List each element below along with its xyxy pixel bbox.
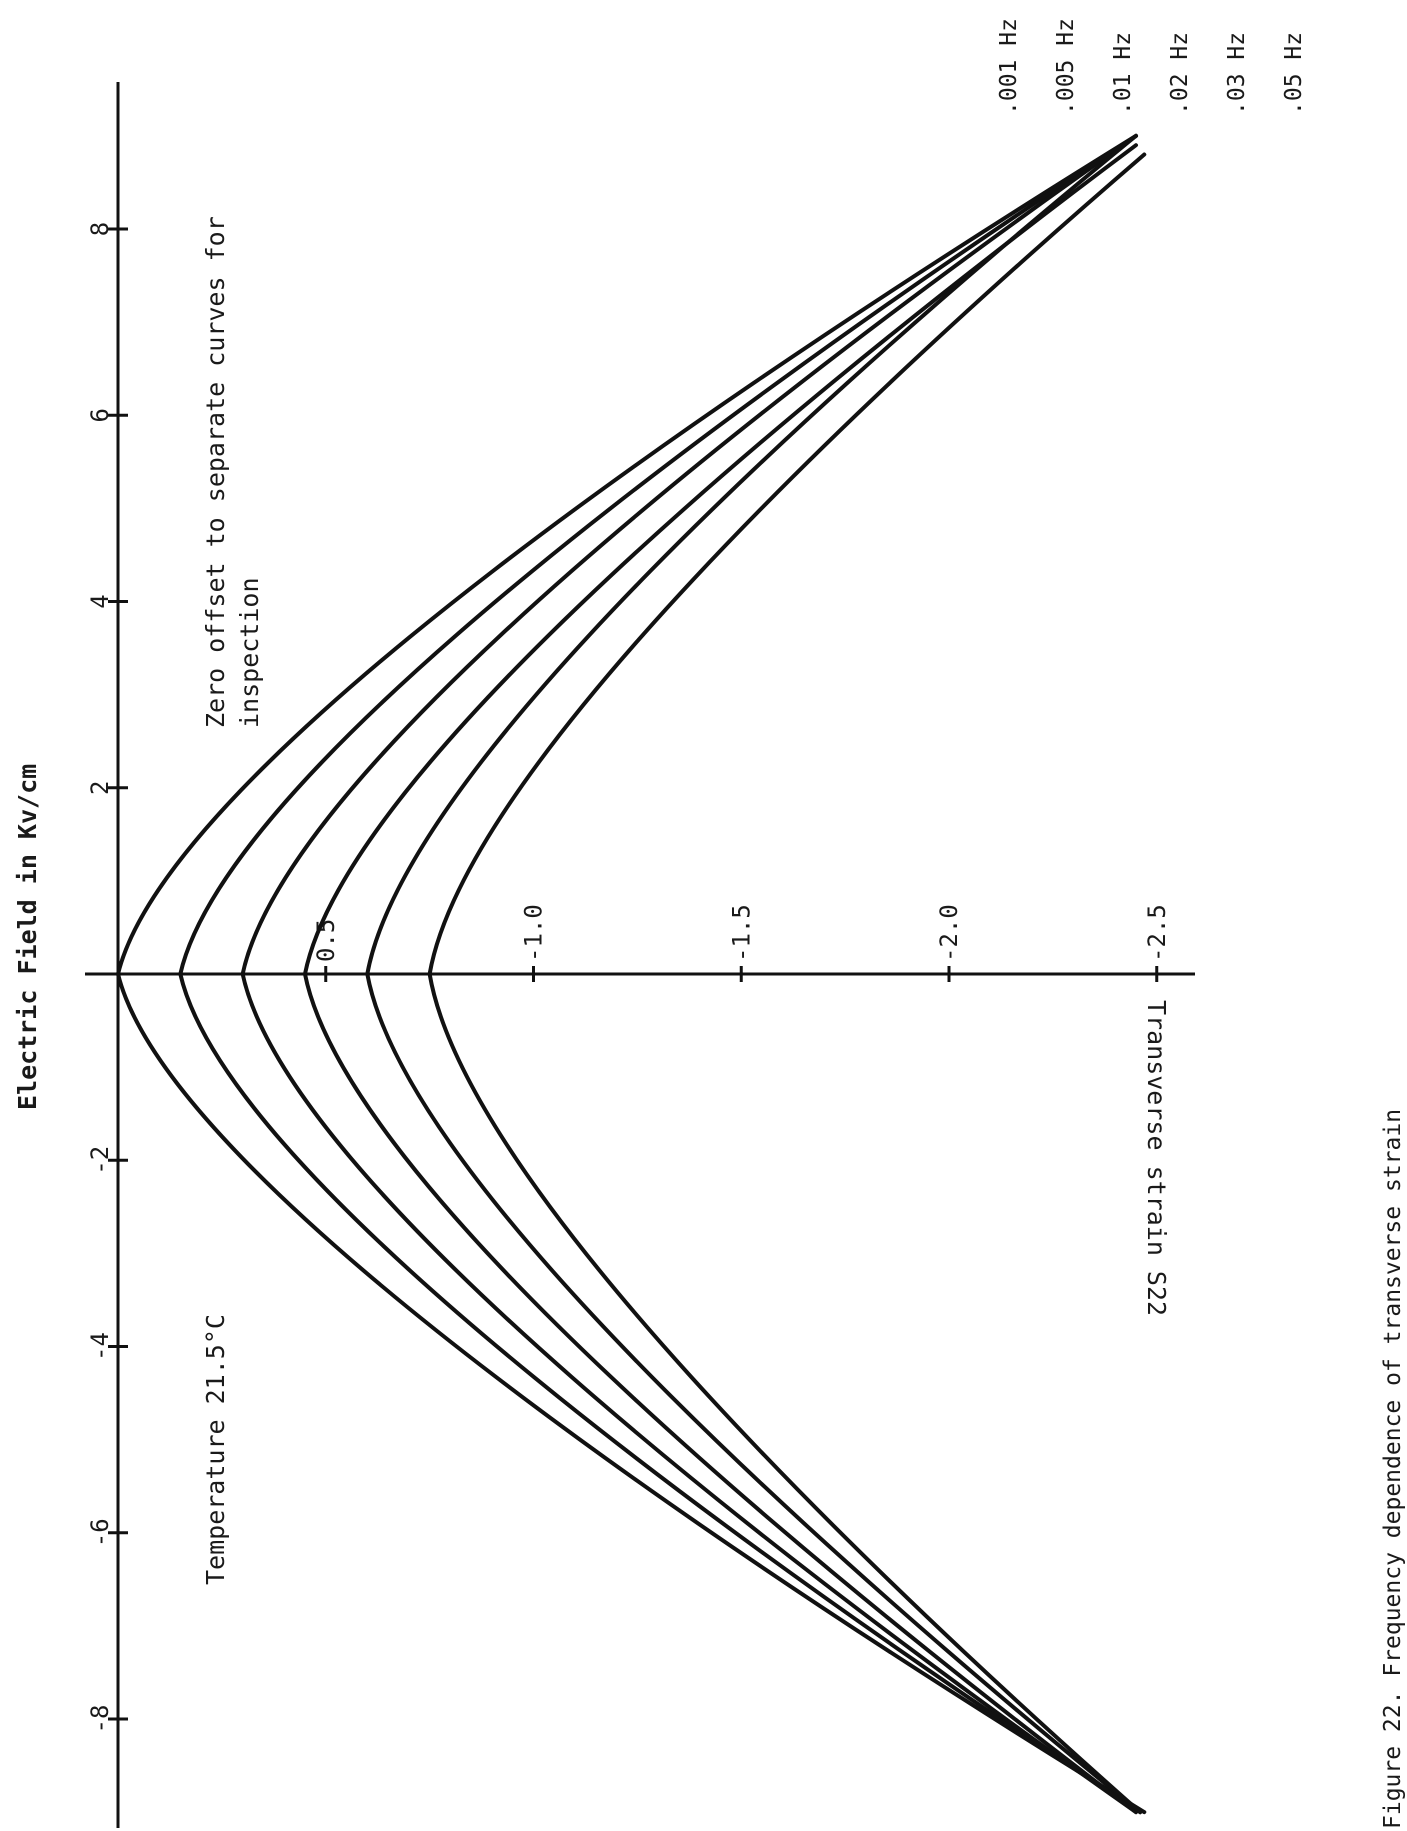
curve-series xyxy=(240,133,1138,1815)
strain-tick-label: -1.0 xyxy=(520,904,548,962)
field-tick-label: -4 xyxy=(86,1332,114,1361)
field-tick-label: -6 xyxy=(86,1518,114,1547)
field-tick-label: 2 xyxy=(86,781,114,795)
field-tick-label: -8 xyxy=(86,1705,114,1734)
curve-series xyxy=(302,143,1138,1815)
figure-caption: Figure 22. Frequency dependence of trans… xyxy=(1380,1109,1406,1829)
frequency-label: .001 Hz xyxy=(996,18,1022,115)
annotation-zero-offset: Zero offset to separate curves for xyxy=(201,216,230,728)
frequency-label: .01 Hz xyxy=(1110,32,1136,115)
frequency-label: .02 Hz xyxy=(1167,32,1193,115)
frequency-label: .005 Hz xyxy=(1053,18,1079,115)
curve-series xyxy=(178,133,1143,1815)
field-ticks-group: -8 -6 -4 -2 2 4 6 8 xyxy=(86,222,128,1734)
frequency-labels-group: .001 Hz .005 Hz .01 Hz .02 Hz .03 Hz .05 Hz xyxy=(996,18,1307,115)
field-axis-title: Electric Field in Kv/cm xyxy=(13,764,42,1110)
axes-group xyxy=(85,82,1195,1828)
curves-group xyxy=(116,133,1147,1815)
field-tick-label: 4 xyxy=(86,594,114,608)
frequency-label: .03 Hz xyxy=(1224,32,1250,115)
strain-tick-label: -1.5 xyxy=(727,904,755,962)
strain-ticks-group: 0.5 -1.0 -1.5 -2.0 -2.5 xyxy=(312,904,1171,982)
field-tick-label: 8 xyxy=(86,222,114,236)
strain-tick-label: -2.0 xyxy=(935,904,963,962)
strain-axis-label: Transverse strain S22 xyxy=(1142,1000,1171,1316)
strain-tick-label: -2.5 xyxy=(1143,904,1171,962)
curve-series xyxy=(116,133,1147,1815)
curve-series xyxy=(365,133,1143,1815)
field-tick-label: 6 xyxy=(86,408,114,422)
field-tick-label: -2 xyxy=(86,1146,114,1175)
curve-series xyxy=(427,152,1147,1815)
frequency-label: .05 Hz xyxy=(1281,32,1307,115)
annotation-temperature: Temperature 21.5°C xyxy=(201,1314,230,1585)
annotation-inspection: inspection xyxy=(235,577,264,728)
